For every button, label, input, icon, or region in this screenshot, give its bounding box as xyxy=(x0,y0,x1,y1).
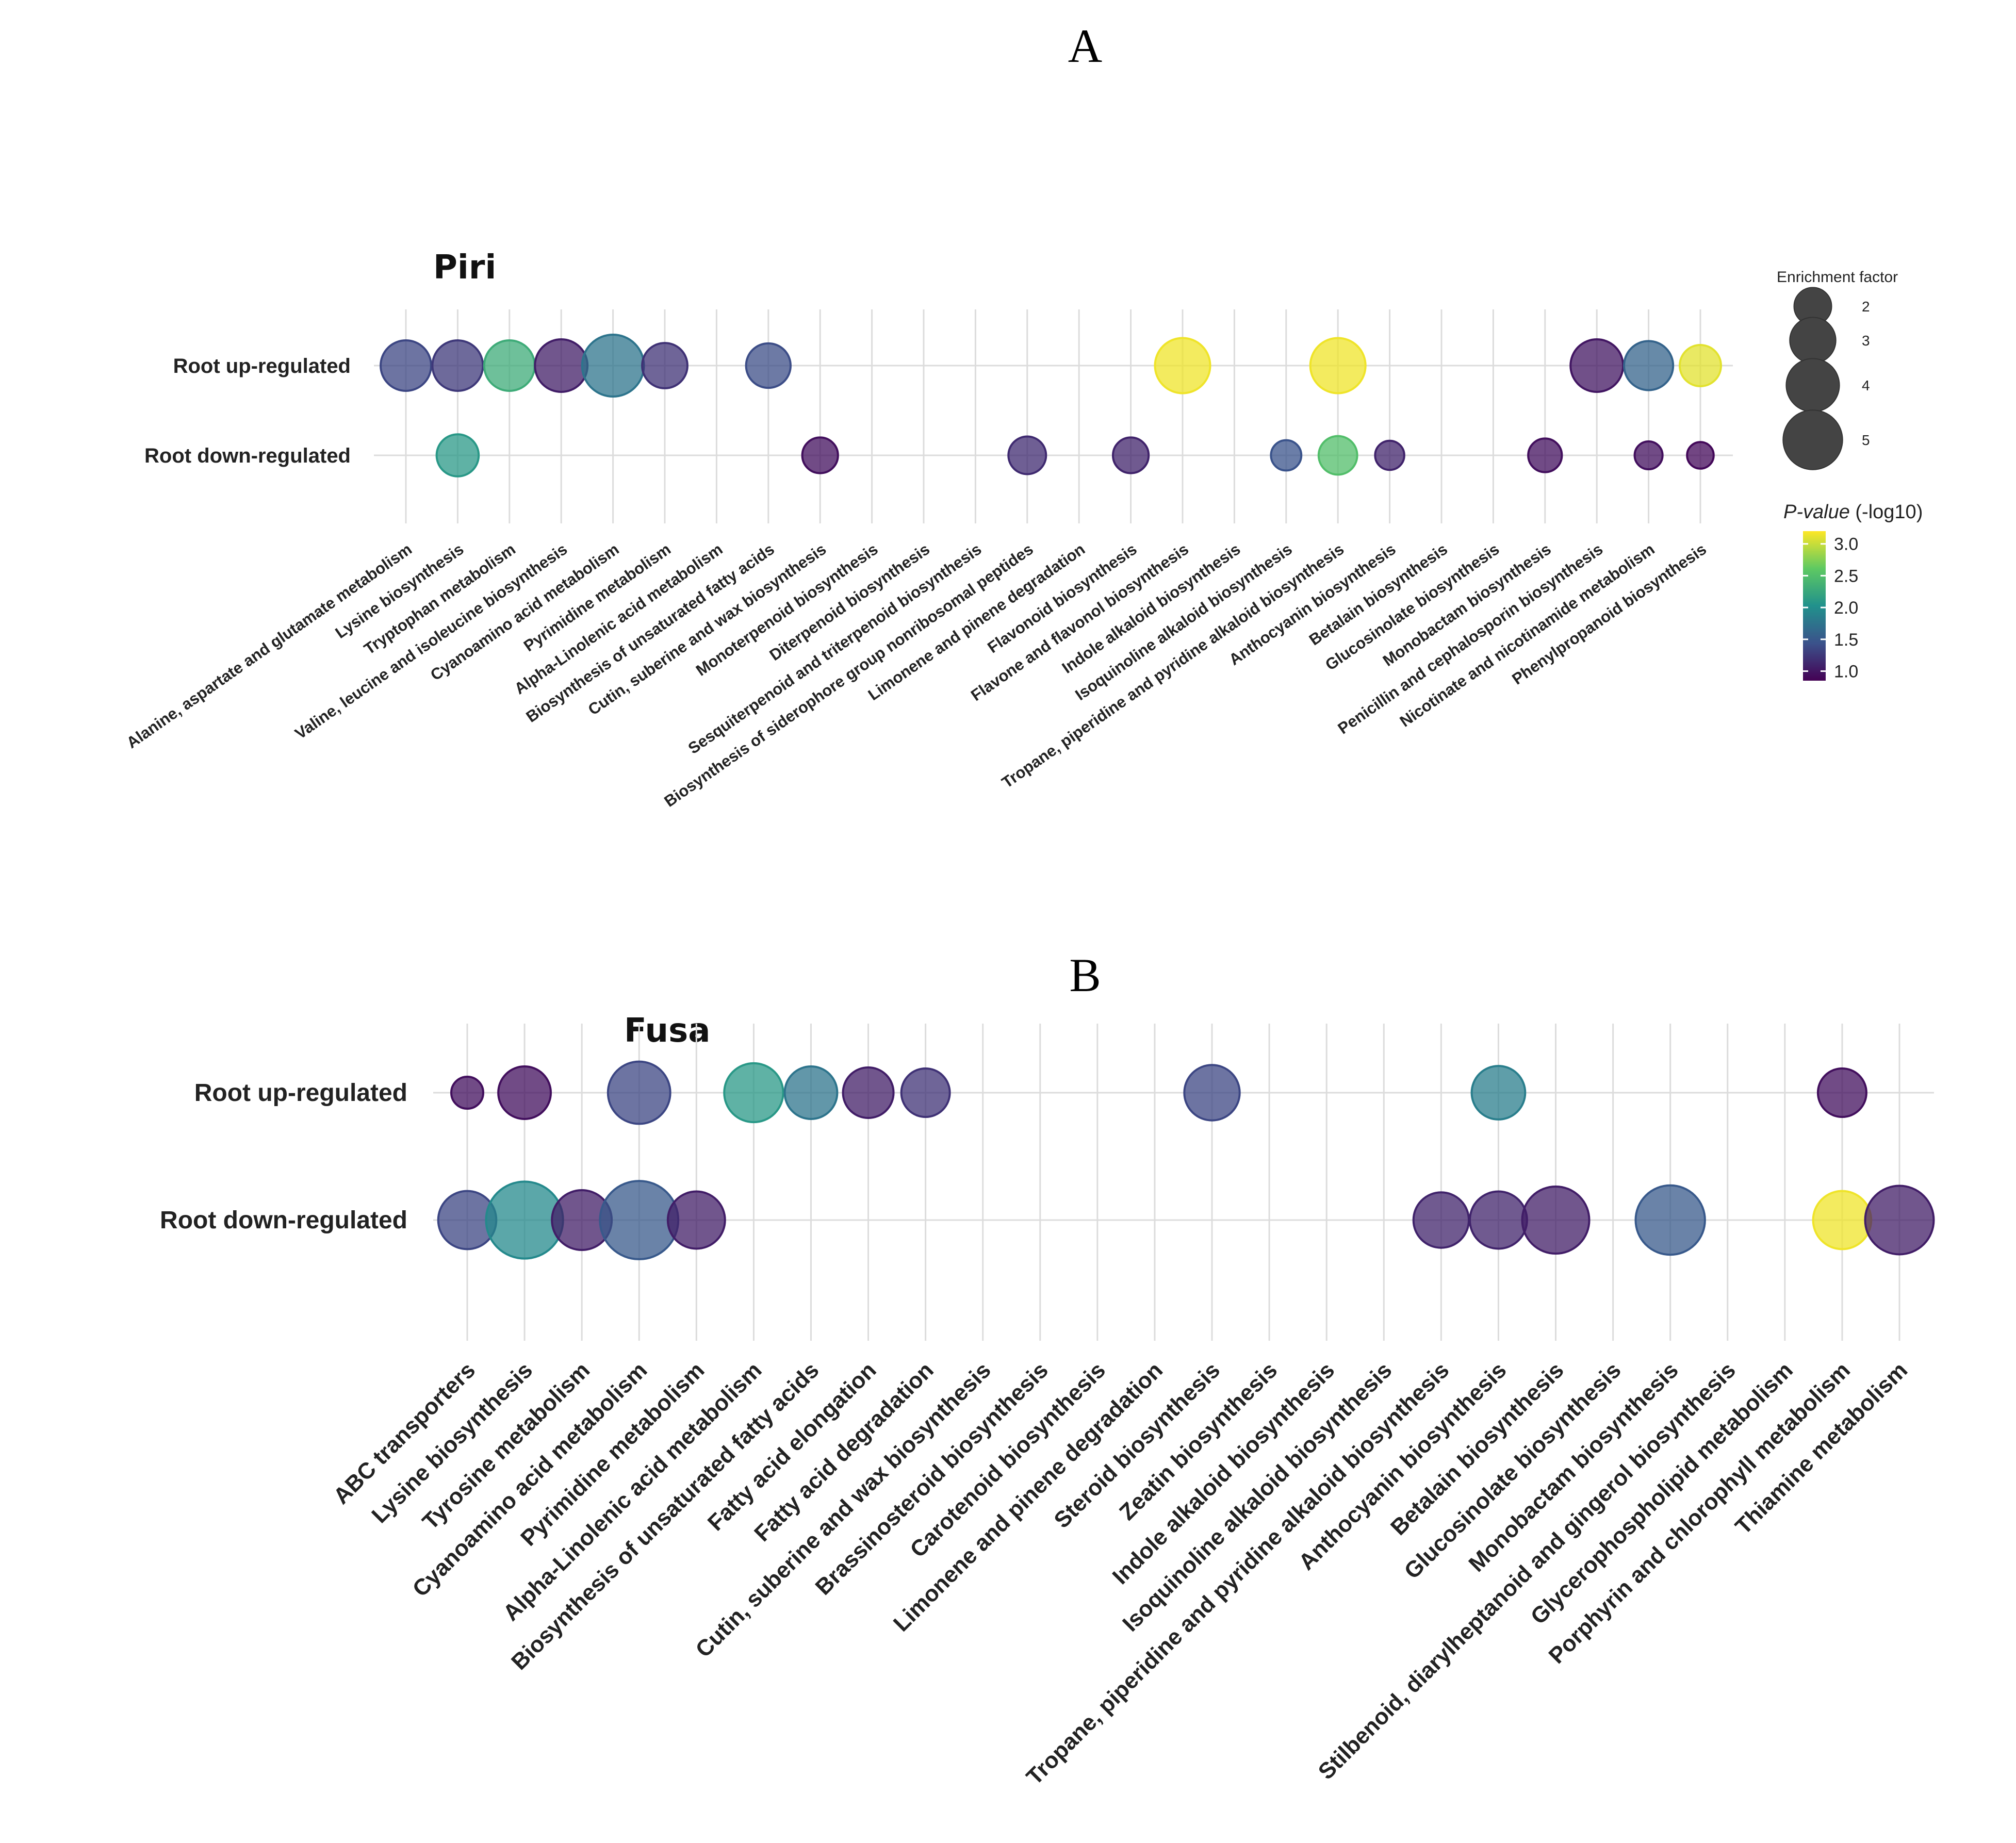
color-legend-bar xyxy=(1803,531,1826,681)
size-legend-circle-3 xyxy=(1789,317,1837,364)
bubble-root-up-regulated-flavone-and-flavonol-biosynthesis xyxy=(1154,337,1211,394)
size-legend-title: Enrichment factor xyxy=(1777,269,1898,286)
bubble-root-down-regulated-monobactam-biosynthesis xyxy=(1527,437,1563,473)
bubble-root-up-regulated-biosynthesis-of-unsaturated-fatty-acids xyxy=(745,342,792,389)
size-legend: 2 3 4 5 xyxy=(1782,287,1870,470)
color-legend-label-2-5: 2.5 xyxy=(1834,566,1858,586)
bubble-root-up-regulated-lysine-biosynthesis xyxy=(497,1065,552,1120)
bubble-root-down-regulated-porphyrin-and-chlorophyll-metabolism xyxy=(1812,1190,1873,1250)
size-legend-circle-4 xyxy=(1785,358,1840,413)
bubble-root-down-regulated-pyrimidine-metabolism xyxy=(666,1190,726,1250)
bubble-root-up-regulated-fatty-acid-degradation xyxy=(900,1067,951,1118)
bubble-root-down-regulated-phenylpropanoid-biosynthesis xyxy=(1686,441,1715,470)
chart-a-title: Piri xyxy=(433,249,496,287)
bubble-root-up-regulated-cyanoamino-acid-metabolism xyxy=(581,334,645,398)
color-legend-label-1-0: 1.0 xyxy=(1834,662,1858,681)
bubble-root-up-regulated-alanine-aspartate-and-glutamate-metabolism xyxy=(380,339,432,392)
x-tick-label-anthocyanin-biosynthesis: Anthocyanin biosynthesis xyxy=(1294,1357,1512,1575)
bubble-root-up-regulated-phenylpropanoid-biosynthesis xyxy=(1679,344,1722,387)
bubble-root-up-regulated-alpha-linolenic-acid-metabolism xyxy=(723,1062,784,1124)
bubble-root-down-regulated-nicotinate-and-nicotinamide-metabolism xyxy=(1633,440,1664,471)
bubble-root-up-regulated-biosynthesis-of-unsaturated-fatty-acids xyxy=(783,1065,839,1120)
bubble-root-down-regulated-anthocyanin-biosynthesis xyxy=(1468,1190,1528,1250)
color-legend-title: P-value (-log10) xyxy=(1783,501,1923,523)
bubble-root-down-regulated-monobactam-biosynthesis xyxy=(1634,1184,1706,1256)
panel-b-label: B xyxy=(1069,949,1101,1001)
bubble-root-up-regulated-anthocyanin-biosynthesis xyxy=(1470,1065,1527,1121)
bubble-root-down-regulated-cyanoamino-acid-metabolism xyxy=(599,1180,680,1260)
bubble-root-down-regulated-biosynthesis-of-siderophore-group-nonribosomal-peptides xyxy=(1007,435,1047,475)
chart-a: Alanine, aspartate and glutamate metabol… xyxy=(123,309,1733,811)
bubble-root-down-regulated-cutin-suberine-and-wax-biosynthesis xyxy=(801,436,839,474)
bubble-root-up-regulated-penicillin-and-cephalosporin-biosynthesis xyxy=(1569,338,1625,393)
bubble-root-up-regulated-valine-leucine-and-isoleucine-biosynthesis xyxy=(534,338,589,393)
size-legend-circle-5 xyxy=(1782,409,1843,470)
color-legend-label-3-0: 3.0 xyxy=(1834,535,1858,554)
bubble-root-down-regulated-tropane-piperidine-and-pyridine-alkaloid-biosynthesis xyxy=(1317,435,1358,476)
bubble-root-up-regulated-nicotinate-and-nicotinamide-metabolism xyxy=(1623,340,1675,391)
row-label-root-up-regulated: Root up-regulated xyxy=(194,1079,407,1107)
bubble-root-down-regulated-tropane-piperidine-and-pyridine-alkaloid-biosynthesis xyxy=(1412,1191,1470,1249)
row-label-root-down-regulated: Root down-regulated xyxy=(144,445,351,467)
bubble-root-down-regulated-isoquinoline-alkaloid-biosynthesis xyxy=(1270,439,1303,472)
color-legend-ticks: 3.0 2.5 2.0 1.5 1.0 xyxy=(1803,535,1858,681)
bubble-root-up-regulated-lysine-biosynthesis xyxy=(431,339,484,392)
bubble-root-up-regulated-steroid-biosynthesis xyxy=(1183,1064,1241,1122)
bubble-root-down-regulated-betalain-biosynthesis xyxy=(1521,1185,1591,1255)
color-legend-label-2-0: 2.0 xyxy=(1834,598,1858,618)
color-legend-title-italic: P-value xyxy=(1783,501,1850,523)
bubble-root-down-regulated-lysine-biosynthesis xyxy=(435,433,480,478)
size-legend-label-4: 4 xyxy=(1862,377,1870,393)
bubble-root-down-regulated-thiamine-metabolism xyxy=(1864,1184,1935,1256)
color-legend-label-1-5: 1.5 xyxy=(1834,630,1858,650)
bubble-root-up-regulated-tropane-piperidine-and-pyridine-alkaloid-biosynthesis xyxy=(1309,337,1367,394)
bubble-root-up-regulated-fatty-acid-elongation xyxy=(842,1066,895,1120)
size-legend-label-5: 5 xyxy=(1862,432,1870,448)
panel-a-label: A xyxy=(1068,20,1102,72)
bubble-root-up-regulated-abc-transporters xyxy=(450,1076,484,1110)
bubble-root-down-regulated-flavonoid-biosynthesis xyxy=(1111,436,1150,474)
size-legend-label-3: 3 xyxy=(1862,333,1870,349)
bubble-root-down-regulated-anthocyanin-biosynthesis xyxy=(1374,439,1405,471)
bubble-root-up-regulated-tryptophan-metabolism xyxy=(483,339,536,392)
color-legend-title-rest: (-log10) xyxy=(1850,501,1923,523)
row-label-root-down-regulated: Root down-regulated xyxy=(160,1207,407,1234)
chart-b-title: Fusa xyxy=(624,1012,710,1050)
size-legend-label-2: 2 xyxy=(1862,299,1870,315)
bubble-root-up-regulated-cyanoamino-acid-metabolism xyxy=(607,1060,671,1125)
bubble-root-up-regulated-porphyrin-and-chlorophyll-metabolism xyxy=(1816,1067,1867,1118)
row-label-root-up-regulated: Root up-regulated xyxy=(173,355,351,377)
bubble-root-up-regulated-pyrimidine-metabolism xyxy=(641,342,689,389)
